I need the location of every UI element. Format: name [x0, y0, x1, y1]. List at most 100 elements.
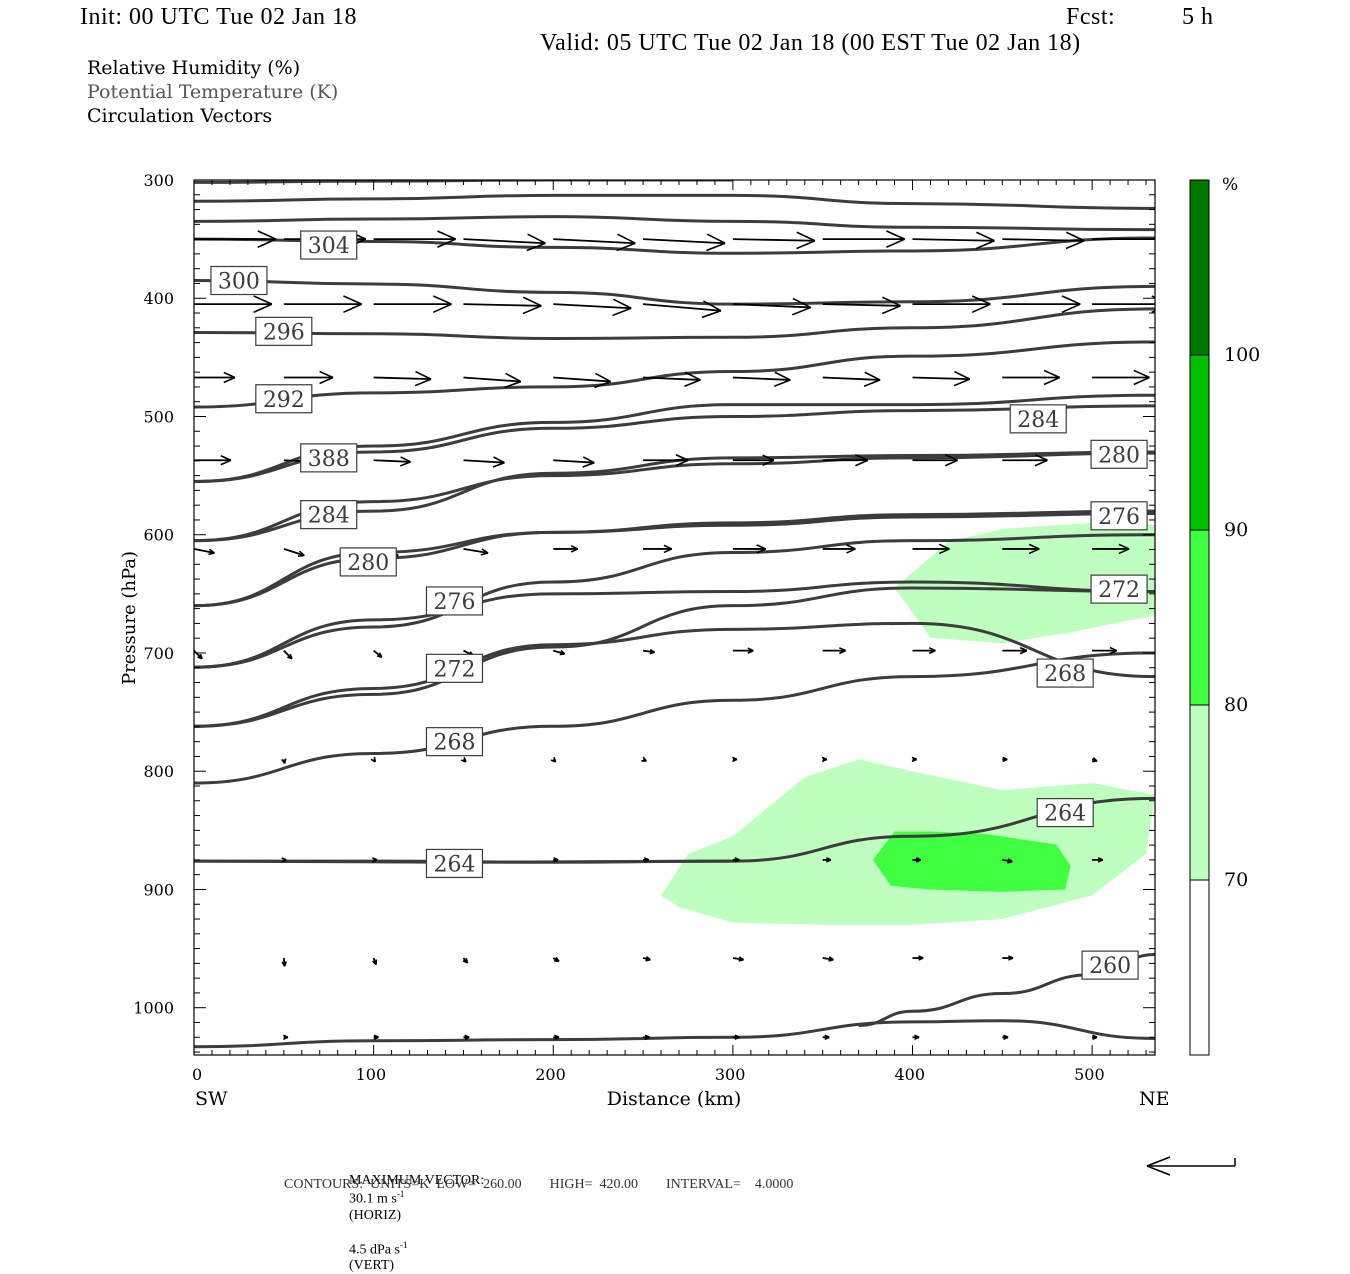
contour-label-text: 292 — [263, 388, 305, 413]
colorbar-segment — [1190, 180, 1209, 355]
circulation-vector — [822, 757, 827, 761]
circulation-vector — [913, 372, 970, 386]
circulation-vector — [823, 957, 834, 961]
colorbar-segment — [1190, 530, 1209, 705]
colorbar-level-label: 80 — [1224, 694, 1248, 716]
circulation-vector — [284, 549, 305, 556]
y-tick-label: 700 — [143, 644, 174, 663]
circulation-vector — [643, 957, 650, 961]
circulation-vector — [374, 296, 452, 312]
circulation-vector — [284, 371, 333, 383]
colorbar-segment — [1190, 880, 1209, 1055]
circulation-vector — [1002, 296, 1080, 312]
circulation-vector — [823, 1035, 830, 1039]
circulation-vector — [553, 457, 594, 467]
contour-label: 276 — [426, 587, 482, 615]
circulation-vector — [913, 956, 924, 960]
horiz-tag: (HORIZ) — [349, 1208, 401, 1223]
contour-label: 280 — [1091, 440, 1147, 468]
circulation-vector — [553, 651, 564, 655]
vert-unit-exponent: -1 — [400, 1240, 408, 1250]
contour-label: 260 — [1082, 951, 1138, 979]
circulation-vector — [1002, 757, 1007, 761]
circulation-vector — [913, 648, 936, 654]
x-axis-label: Distance (km) — [607, 1088, 742, 1110]
contour-label-text: 264 — [433, 852, 475, 877]
circulation-vector — [823, 648, 846, 654]
y-tick-label: 800 — [143, 762, 174, 781]
theta-contour — [194, 195, 1155, 208]
circulation-vector — [733, 299, 811, 315]
circulation-vector — [374, 1035, 379, 1039]
circulation-vector — [643, 234, 725, 250]
circulation-vector — [194, 231, 276, 247]
circulation-vector — [374, 231, 456, 247]
contour-label: 388 — [301, 444, 357, 472]
circulation-vector — [374, 651, 382, 658]
circulation-vector — [461, 757, 466, 762]
circulation-vector — [284, 296, 362, 312]
y-tick-label: 600 — [143, 526, 174, 545]
horiz-vector-value: 30.1 m s — [349, 1192, 397, 1207]
circulation-vector — [733, 232, 815, 248]
circulation-vector — [371, 757, 375, 762]
contour-label-text: 296 — [263, 320, 305, 345]
circulation-vector — [1092, 1035, 1097, 1039]
colorbar-unit: % — [1222, 175, 1238, 195]
y-axis-label: Pressure (hPa) — [119, 551, 140, 685]
circulation-vector — [463, 457, 504, 467]
circulation-vector — [912, 757, 917, 761]
y-tick-label: 300 — [143, 171, 174, 190]
circulation-vector — [1002, 1035, 1008, 1039]
x-tick-label: 0 — [192, 1065, 202, 1084]
contour-label-text: 280 — [347, 551, 389, 576]
contour-label: 264 — [426, 849, 482, 877]
contour-label-text: 284 — [1017, 408, 1059, 433]
contour-label-text: 272 — [433, 657, 475, 682]
circulation-vector — [284, 651, 292, 659]
circulation-vector — [463, 373, 520, 387]
circulation-vector — [463, 958, 467, 963]
contour-label: 280 — [340, 548, 396, 576]
circulation-vector — [463, 297, 541, 313]
circulation-vector — [553, 299, 631, 315]
circulation-vector — [1092, 758, 1097, 762]
circulation-vector — [643, 545, 672, 552]
y-tick-label: 900 — [143, 880, 174, 899]
contour-label-text: 276 — [1098, 505, 1140, 530]
circulation-vector — [641, 757, 646, 761]
y-tick-label: 400 — [143, 289, 174, 308]
contour-label: 284 — [1010, 405, 1066, 433]
theta-contour — [194, 309, 1155, 339]
colorbar-level-label: 100 — [1224, 344, 1260, 366]
contour-label-text: 280 — [1098, 443, 1140, 468]
footer-contours: CONTOURS: UNITS=K LOW= 260.00 HIGH= 420.… — [284, 1177, 793, 1193]
circulation-vector — [913, 544, 950, 553]
contour-label-text: 300 — [218, 270, 260, 295]
x-tick-label: 500 — [1074, 1065, 1105, 1084]
circulation-vector — [1002, 370, 1059, 384]
x-tick-label: 400 — [895, 1065, 926, 1084]
contour-label-text: 304 — [308, 234, 350, 259]
contour-label: 268 — [1037, 659, 1093, 687]
circulation-vector — [553, 957, 559, 961]
contour-label: 272 — [426, 654, 482, 682]
contour-label-text: 276 — [433, 590, 475, 615]
contour-label: 268 — [426, 728, 482, 756]
contour-label: 292 — [256, 385, 312, 413]
circulation-vector — [373, 958, 377, 965]
circulation-vector — [1092, 231, 1174, 247]
contour-label-text: 284 — [308, 504, 350, 529]
theta-contour — [194, 342, 1155, 407]
colorbar-level-label: 90 — [1224, 519, 1248, 541]
circulation-vector — [733, 372, 790, 386]
contour-label: 304 — [301, 231, 357, 259]
circulation-vector — [194, 372, 235, 382]
contour-label-text: 388 — [308, 447, 350, 472]
circulation-vector — [643, 650, 654, 654]
x-end-label-left: SW — [195, 1088, 228, 1110]
circulation-vector — [913, 232, 995, 248]
circulation-vector — [733, 648, 754, 653]
